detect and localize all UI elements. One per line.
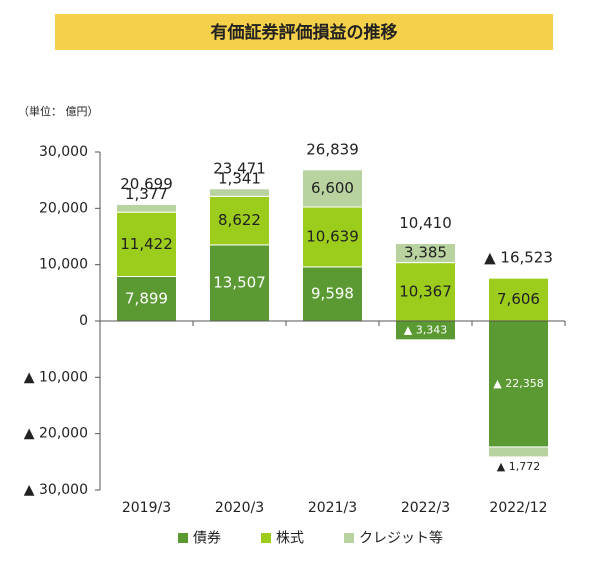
y-tick-label: 0 bbox=[79, 313, 88, 329]
value-label: ▲ 3,343 bbox=[404, 323, 447, 336]
legend-label: クレジット等 bbox=[359, 530, 443, 547]
y-tick-label: ▲ 20,000 bbox=[24, 426, 88, 442]
value-label: 1,341 bbox=[218, 169, 261, 187]
bar-segment bbox=[395, 243, 456, 264]
value-label: ▲ 22,358 bbox=[493, 377, 543, 390]
value-label: 10,367 bbox=[399, 282, 452, 300]
value-label: 13,507 bbox=[213, 273, 266, 291]
bar-segment bbox=[116, 203, 177, 213]
bar-segment bbox=[209, 188, 270, 197]
bar-segment bbox=[488, 320, 549, 448]
value-label: 7,606 bbox=[497, 290, 540, 308]
title-box bbox=[55, 14, 553, 50]
total-label: 26,839 bbox=[306, 140, 359, 158]
legend-marker bbox=[344, 533, 354, 543]
legend-label: 債券 bbox=[193, 531, 221, 547]
value-label: 9,598 bbox=[311, 284, 354, 302]
y-axis-label: （単位： 億円） bbox=[18, 104, 99, 118]
value-label: 7,899 bbox=[125, 289, 168, 307]
value-label: 8,622 bbox=[218, 211, 261, 229]
bar-segment bbox=[302, 206, 363, 268]
chart-title: 有価証券評価損益の推移 bbox=[211, 22, 398, 43]
value-label: 10,639 bbox=[306, 227, 359, 245]
bar-segment bbox=[395, 262, 456, 322]
bar-segment bbox=[116, 211, 177, 278]
legend-marker bbox=[178, 533, 188, 543]
bar-segment bbox=[302, 169, 363, 208]
value-label: ▲ 1,772 bbox=[497, 460, 540, 473]
bar-segment bbox=[488, 277, 549, 322]
total-label: 20,699 bbox=[120, 175, 173, 193]
x-tick-label: 2022/12 bbox=[489, 500, 547, 516]
x-tick-label: 2019/3 bbox=[122, 500, 171, 516]
total-label: 23,471 bbox=[213, 159, 266, 177]
bar-segment bbox=[488, 446, 549, 458]
bar-segment bbox=[209, 244, 270, 322]
y-tick-label: 20,000 bbox=[39, 200, 88, 216]
value-label: 11,422 bbox=[120, 235, 173, 253]
value-label: 6,600 bbox=[311, 179, 354, 197]
bar-segment bbox=[302, 266, 363, 322]
x-tick-label: 2022/3 bbox=[401, 500, 450, 516]
total-label: ▲ 16,523 bbox=[484, 249, 553, 267]
x-tick-label: 2021/3 bbox=[308, 500, 357, 516]
total-label: 10,410 bbox=[399, 214, 452, 232]
y-tick-label: ▲ 30,000 bbox=[24, 482, 88, 498]
x-tick-label: 2020/3 bbox=[215, 500, 264, 516]
value-label: 3,385 bbox=[404, 244, 447, 262]
y-tick-label: 10,000 bbox=[39, 257, 88, 273]
legend-marker bbox=[261, 533, 271, 543]
value-label: 1,377 bbox=[125, 185, 168, 203]
bar-segment bbox=[209, 195, 270, 246]
y-tick-label: ▲ 10,000 bbox=[24, 369, 88, 385]
bar-segment bbox=[116, 276, 177, 322]
legend-label: 株式 bbox=[276, 531, 304, 547]
y-tick-label: 30,000 bbox=[39, 144, 88, 160]
